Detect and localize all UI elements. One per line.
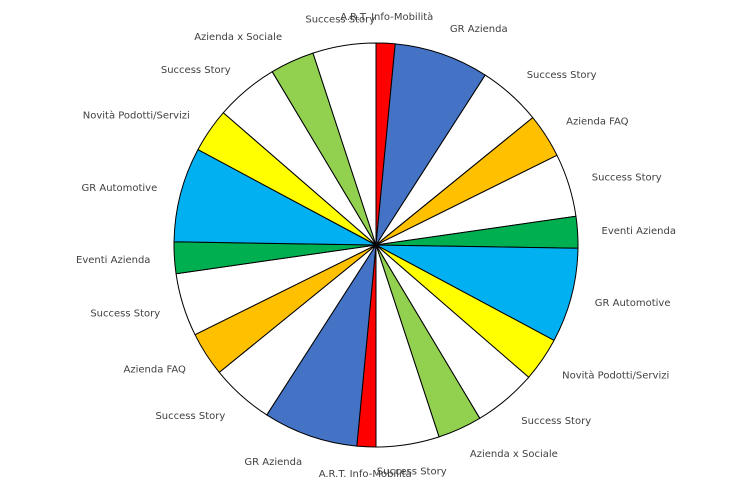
- pie-slices: [173, 42, 579, 448]
- slice-label: Eventi Azienda: [76, 255, 150, 266]
- slice-label: A.R.T. Info-Mobilità: [319, 468, 412, 480]
- slice-label: GR Azienda: [244, 457, 302, 468]
- slice-label: A.R.T. Info-Mobilità: [340, 11, 433, 23]
- pie-slice: [375, 244, 579, 341]
- slice-label: Success Story: [377, 467, 447, 478]
- slice-label: GR Azienda: [450, 24, 508, 35]
- slice-label: GR Automotive: [82, 183, 158, 194]
- slice-label: Success Story: [90, 308, 160, 319]
- slice-label: Novità Podotti/Servizi: [83, 110, 190, 122]
- slice-label: Azienda x Sociale: [194, 32, 282, 43]
- slice-label: Success Story: [592, 173, 662, 184]
- pie-slice: [266, 244, 377, 447]
- slice-label: Success Story: [527, 70, 597, 81]
- slice-label: Azienda x Sociale: [470, 449, 558, 460]
- pie-slice: [312, 42, 377, 246]
- pie-slice: [375, 43, 486, 246]
- slice-label: Azienda FAQ: [123, 364, 186, 375]
- slice-label: Success Story: [305, 14, 375, 25]
- slice-labels: A.R.T. Info-Mobilità GR Azienda Success St…: [76, 11, 676, 480]
- slice-label: Success Story: [161, 65, 231, 76]
- slice-label: Success Story: [155, 411, 225, 422]
- slice-label: Success Story: [521, 416, 591, 427]
- slice-label: GR Automotive: [595, 298, 671, 309]
- slice-label: Azienda FAQ: [566, 117, 629, 128]
- slice-label: Novità Podotti/Servizi: [562, 369, 669, 381]
- pie-slice: [173, 149, 377, 246]
- slice-label: Eventi Azienda: [602, 226, 676, 237]
